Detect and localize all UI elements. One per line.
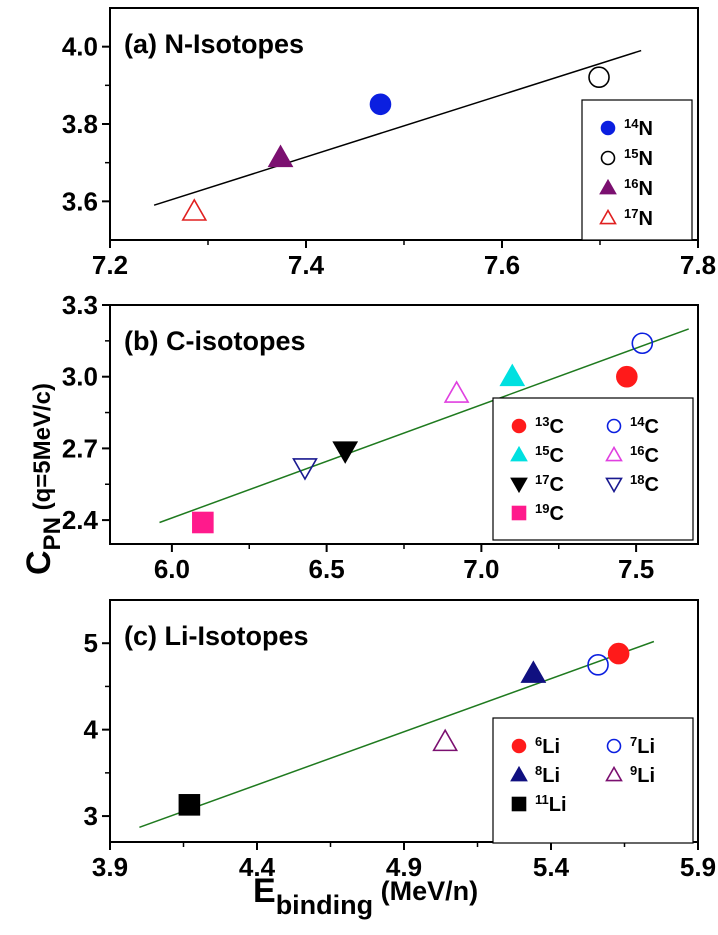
- data-point: [499, 363, 526, 387]
- legend-label: 16N: [624, 176, 653, 200]
- y-tick-label: 2.7: [62, 433, 98, 463]
- y-tick-label: 3.0: [62, 362, 98, 392]
- y-tick-label: 4: [84, 715, 99, 745]
- legend-label: 6Li: [535, 734, 560, 758]
- legend-marker: [511, 418, 527, 434]
- data-point: [192, 511, 214, 534]
- data-point: [631, 332, 654, 355]
- legend-box: [492, 397, 694, 541]
- legend-label: 13C: [535, 414, 564, 438]
- legend-marker: [605, 477, 623, 494]
- chart-panel: 3.9 4.4 4.9 5.4 5.9 3 4 5 (c) Li-Isotopes 6Li 7Li 8…: [84, 599, 716, 882]
- y-tick-label: 5: [84, 628, 98, 658]
- data-point: [587, 654, 609, 676]
- data-point: [616, 365, 638, 388]
- legend-label: 11Li: [535, 792, 567, 816]
- x-tick-label: 7.2: [92, 250, 128, 280]
- legend-marker: [510, 477, 528, 494]
- panels: 7.2 7.4 7.6 7.8 3.6 3.8 4.0 (a) N-Isotopes 14N 15…: [62, 7, 716, 882]
- legend-marker: [511, 738, 527, 754]
- legend-label: 8Li: [535, 763, 560, 787]
- x-tick-label: 4.9: [386, 852, 422, 882]
- y-axis-label: CPN (q=5MeV/c): [20, 383, 66, 575]
- data-point: [607, 642, 630, 665]
- legend-label: 17N: [624, 206, 653, 230]
- legend-marker: [605, 765, 623, 782]
- data-point: [369, 93, 392, 116]
- data-point: [432, 728, 459, 752]
- data-point: [267, 144, 294, 168]
- x-tick-label: 6.5: [309, 554, 345, 584]
- data-point: [178, 794, 201, 816]
- x-tick-label: 7.0: [463, 554, 499, 584]
- legend-marker: [605, 445, 623, 462]
- data-point: [332, 441, 359, 464]
- legend-label: 14C: [630, 414, 659, 438]
- legend-label: 14N: [624, 116, 653, 140]
- legend-marker: [606, 738, 622, 754]
- x-tick-label: 7.8: [680, 250, 716, 280]
- panel-title: (a) N-Isotopes: [124, 29, 304, 59]
- y-tick-label: 4.0: [62, 32, 98, 62]
- legend-label: 17C: [535, 472, 564, 496]
- x-tick-label: 4.4: [239, 852, 276, 882]
- data-point: [292, 458, 318, 481]
- panel-title: (b) C-isotopes: [124, 326, 306, 356]
- data-point: [520, 660, 547, 683]
- data-point: [588, 66, 610, 89]
- y-tick-label: 3.3: [62, 290, 98, 320]
- legend-marker: [510, 765, 528, 782]
- fit-line: [139, 640, 655, 829]
- legend-label: 15N: [624, 146, 653, 170]
- legend-marker: [600, 150, 616, 166]
- y-tick-label: 3.6: [62, 186, 98, 216]
- data-point: [443, 380, 470, 403]
- legend-box: [581, 99, 693, 241]
- fit-line: [153, 49, 642, 206]
- y-tick-label: 2.4: [62, 505, 99, 535]
- chart-panel: 6.0 6.5 7.0 7.5 2.4 2.7 3.0 3.3 (b) C-isotopes 13…: [62, 290, 699, 584]
- panel-title: (c) Li-Isotopes: [124, 621, 309, 651]
- legend-label: 9Li: [630, 763, 655, 787]
- x-tick-label: 7.5: [618, 554, 654, 584]
- x-tick-label: 3.9: [92, 852, 128, 882]
- legend-label: 18C: [630, 472, 659, 496]
- legend-marker: [599, 178, 617, 195]
- x-tick-label: 5.9: [680, 852, 716, 882]
- legend-label: 19C: [535, 501, 564, 525]
- y-tick-label: 3: [84, 801, 98, 831]
- legend-marker: [511, 796, 527, 812]
- x-axis-label: Ebinding (MeV/n): [253, 872, 478, 920]
- data-point: [181, 198, 208, 221]
- legend-marker: [510, 445, 528, 462]
- legend-label: 15C: [535, 443, 564, 467]
- y-tick-label: 3.8: [62, 109, 98, 139]
- legend-label: 16C: [630, 443, 659, 467]
- x-tick-label: 5.4: [533, 852, 570, 882]
- x-tick-label: 6.0: [154, 554, 190, 584]
- fit-line: [159, 328, 689, 524]
- legend-marker: [599, 208, 617, 225]
- legend-label: 7Li: [630, 734, 655, 758]
- x-tick-label: 7.4: [288, 250, 325, 280]
- chart-panel: 7.2 7.4 7.6 7.8 3.6 3.8 4.0 (a) N-Isotopes 14N 15…: [62, 7, 716, 280]
- legend-marker: [606, 418, 622, 434]
- legend-marker: [600, 120, 616, 136]
- x-tick-label: 7.6: [484, 250, 520, 280]
- legend-marker: [511, 505, 527, 521]
